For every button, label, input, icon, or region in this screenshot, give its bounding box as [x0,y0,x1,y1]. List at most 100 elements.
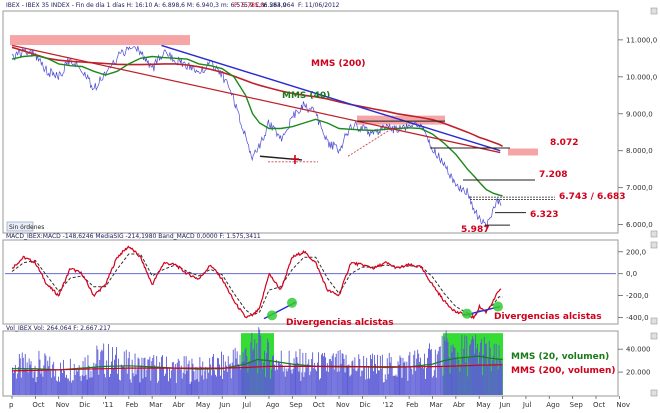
volume-bar [367,378,369,395]
sin-ordenes-button[interactable] [6,221,34,232]
x-tick-label: Dic [79,401,90,409]
volume-bar [490,371,492,395]
vol-scroll-up-icon[interactable] [650,332,658,340]
price-mms40-line [11,54,503,197]
volume-bar [156,356,158,395]
volume-bar [311,359,313,395]
x-tick-label: Jun [499,401,511,409]
volume-bar [248,361,250,395]
volume-bar [432,375,434,395]
volume-bar [85,374,87,395]
volume-bar [55,370,57,395]
volume-bar [416,358,418,395]
volume-bar [175,383,177,395]
x-tick-label: Ago [266,401,280,409]
volume-bar [145,377,147,395]
volume-bar [304,372,306,395]
volume-bar [467,376,469,395]
volume-bar [47,360,49,395]
volume-bar [51,377,53,395]
volume-bar [431,377,433,395]
volume-bar [396,376,398,395]
divergence-label-1: Divergencias alcistas [286,318,394,328]
volume-bar [138,358,140,395]
volume-bar [149,356,151,395]
volume-bar [337,350,339,395]
volume-bar [460,364,462,395]
volume-bar [261,360,263,395]
volume-bar [301,372,303,395]
volume-bar [194,380,196,395]
volume-bar [243,361,245,395]
volume-bar [125,349,127,395]
volume-bar [205,367,207,395]
volume-bar [360,376,362,395]
volume-bar [207,368,209,395]
volume-bar [14,365,16,395]
scroll-down-icon[interactable] [650,230,658,238]
volume-bar [378,370,380,395]
volume-bar [374,355,375,395]
volume-bar [93,362,95,395]
volume-bar [294,364,296,395]
volume-bar [399,355,401,395]
volume-bar [155,368,157,395]
volume-bar [151,361,153,395]
volume-bar [426,368,427,395]
price-trendline-upper [161,44,501,152]
volume-bar [236,351,238,395]
volume-bar [308,359,310,395]
volume-bar [273,355,274,395]
volume-bar [386,358,388,395]
volume-bar [380,368,382,395]
volume-bar [369,378,370,395]
volume-bar [334,357,336,395]
volume-bar [268,342,269,395]
volume-bar [153,355,155,395]
price-header-bar [0,0,660,9]
volume-bar [173,369,175,395]
volume-bar [326,363,328,395]
volume-bar [58,376,59,395]
volume-bar [78,365,80,395]
scroll-up-icon[interactable] [650,7,658,15]
volume-bar [283,367,285,395]
volume-bar [455,357,457,395]
volume-bar [293,358,295,395]
volume-bar [470,343,472,395]
macd-scroll-up-icon[interactable] [650,241,658,249]
volume-bar [200,366,202,395]
x-tick-label: Oct [593,401,605,409]
volume-bar [171,362,173,395]
volume-bar [246,356,248,395]
volume-bar [242,352,244,395]
volume-bar [403,362,405,395]
volume-bar [115,354,116,395]
volume-bar [42,376,44,395]
volume-bar [76,371,78,395]
volume-bar [401,377,403,395]
volume-bar [274,364,275,395]
volume-bar [44,353,46,395]
volume-bar [443,336,445,395]
volume-bar [143,358,145,395]
x-tick-label: May [196,401,210,409]
scroll-handles [650,7,658,397]
volume-bar [347,365,349,395]
volume-bar [163,367,164,395]
volume-bar [461,334,463,395]
volume-bar [498,345,500,395]
macd-scroll-down-icon[interactable] [650,317,658,325]
volume-bar [290,369,292,395]
macd-divergence-dot [267,310,277,321]
volume-bar [358,354,360,395]
volume-bar [437,351,439,395]
vol-scroll-down-icon[interactable] [650,389,658,397]
volume-bar [46,369,48,395]
volume-bar [68,380,70,395]
volume-bar [458,360,460,395]
volume-bar [193,371,195,395]
volume-bar [212,356,213,395]
volume-bar [278,362,280,395]
